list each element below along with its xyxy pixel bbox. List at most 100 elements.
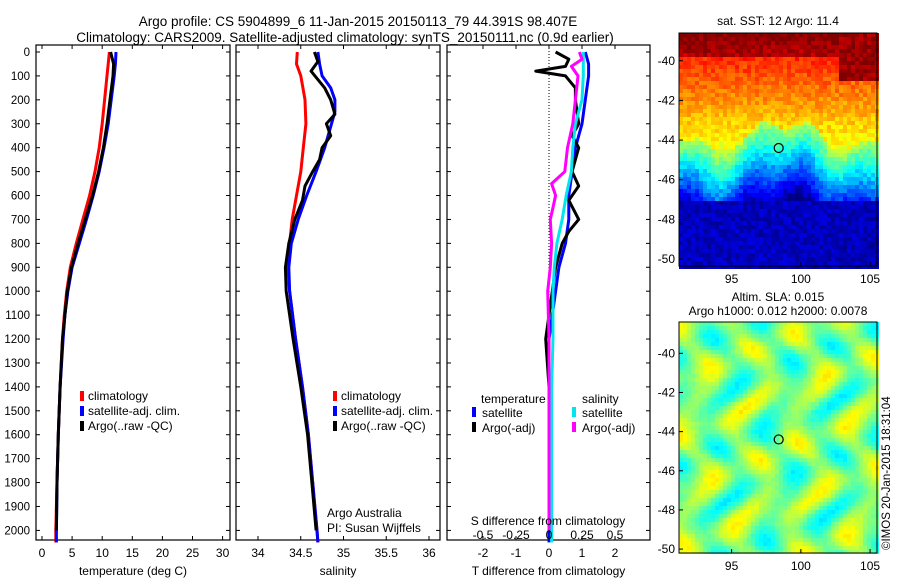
map-cell	[807, 370, 811, 374]
map-cell	[735, 61, 739, 65]
map-cell	[815, 61, 819, 65]
map-cell	[803, 458, 807, 462]
map-cell	[735, 338, 739, 342]
map-cell	[827, 241, 831, 245]
map-cell	[783, 249, 787, 253]
map-cell	[795, 330, 799, 334]
map-cell	[791, 382, 795, 386]
map-cell	[683, 402, 687, 406]
map-cell	[719, 61, 723, 65]
map-cell	[787, 326, 791, 330]
map-cell	[787, 149, 791, 153]
map-cell	[707, 157, 711, 161]
map-cell	[835, 342, 839, 346]
map-cell	[695, 201, 699, 205]
map-cell	[679, 233, 683, 237]
map-cell	[707, 149, 711, 153]
map-cell	[695, 362, 699, 366]
map-cell	[783, 153, 787, 157]
map-cell	[707, 225, 711, 229]
map-cell	[791, 197, 795, 201]
map-cell	[827, 394, 831, 398]
map-cell	[799, 410, 803, 414]
map-cell	[823, 213, 827, 217]
map-cell	[819, 129, 823, 133]
map-cell	[715, 181, 719, 185]
map-cell	[743, 346, 747, 350]
map-cell	[823, 221, 827, 225]
map-cell	[763, 233, 767, 237]
map-cell	[687, 386, 691, 390]
map-cell	[715, 430, 719, 434]
map-cell	[683, 225, 687, 229]
map-cell	[771, 338, 775, 342]
map-cell	[735, 177, 739, 181]
map-cell	[739, 125, 743, 129]
y-tick-label: 1200	[4, 334, 30, 346]
map-cell	[851, 153, 855, 157]
map-cell	[767, 426, 771, 430]
map-cell	[763, 77, 767, 81]
map-cell	[747, 257, 751, 261]
map-cell	[679, 173, 683, 177]
map-cell	[691, 125, 695, 129]
map-cell	[859, 189, 863, 193]
map-cell	[779, 77, 783, 81]
map-cell	[843, 89, 847, 93]
map-cell	[715, 57, 719, 61]
map-cell	[759, 105, 763, 109]
map-cell	[843, 69, 847, 73]
map-cell	[779, 458, 783, 462]
map-cell	[707, 133, 711, 137]
map-cell	[779, 201, 783, 205]
map-cell	[735, 165, 739, 169]
map-cell	[855, 261, 859, 265]
map-cell	[731, 422, 735, 426]
map-cell	[839, 125, 843, 129]
map-cell	[851, 169, 855, 173]
map-cell	[799, 153, 803, 157]
map-cell	[843, 322, 847, 326]
map-cell	[763, 109, 767, 113]
map-cell	[711, 462, 715, 466]
map-cell	[759, 37, 763, 41]
map-cell	[823, 338, 827, 342]
map-cell	[783, 117, 787, 121]
map-cell	[747, 233, 751, 237]
map-cell	[819, 241, 823, 245]
map-cell	[803, 422, 807, 426]
map-cell	[839, 101, 843, 105]
map-cell	[831, 121, 835, 125]
map-cell	[851, 93, 855, 97]
map-cell	[843, 65, 847, 69]
map-cell	[835, 101, 839, 105]
map-cell	[711, 378, 715, 382]
map-cell	[775, 133, 779, 137]
map-cell	[799, 205, 803, 209]
map-cell	[751, 362, 755, 366]
map-cell	[703, 257, 707, 261]
map-cell	[867, 366, 871, 370]
legend-swatch	[80, 391, 84, 401]
map-cell	[867, 57, 871, 61]
map-cell	[739, 366, 743, 370]
map-cell	[707, 362, 711, 366]
map-cell	[831, 185, 835, 189]
map-cell	[839, 434, 843, 438]
map-cell	[683, 33, 687, 37]
map-cell	[739, 177, 743, 181]
map-cell	[775, 129, 779, 133]
map-cell	[683, 181, 687, 185]
map-cell	[735, 366, 739, 370]
map-cell	[735, 197, 739, 201]
map-cell	[783, 121, 787, 125]
map-cell	[867, 430, 871, 434]
map-cell	[855, 193, 859, 197]
map-cell	[799, 81, 803, 85]
map-cell	[855, 157, 859, 161]
map-cell	[847, 149, 851, 153]
map-cell	[795, 217, 799, 221]
title-line-1: Argo profile: CS 5904899_6 11-Jan-2015 2…	[139, 14, 578, 29]
map-cell	[771, 346, 775, 350]
map-cell	[759, 394, 763, 398]
